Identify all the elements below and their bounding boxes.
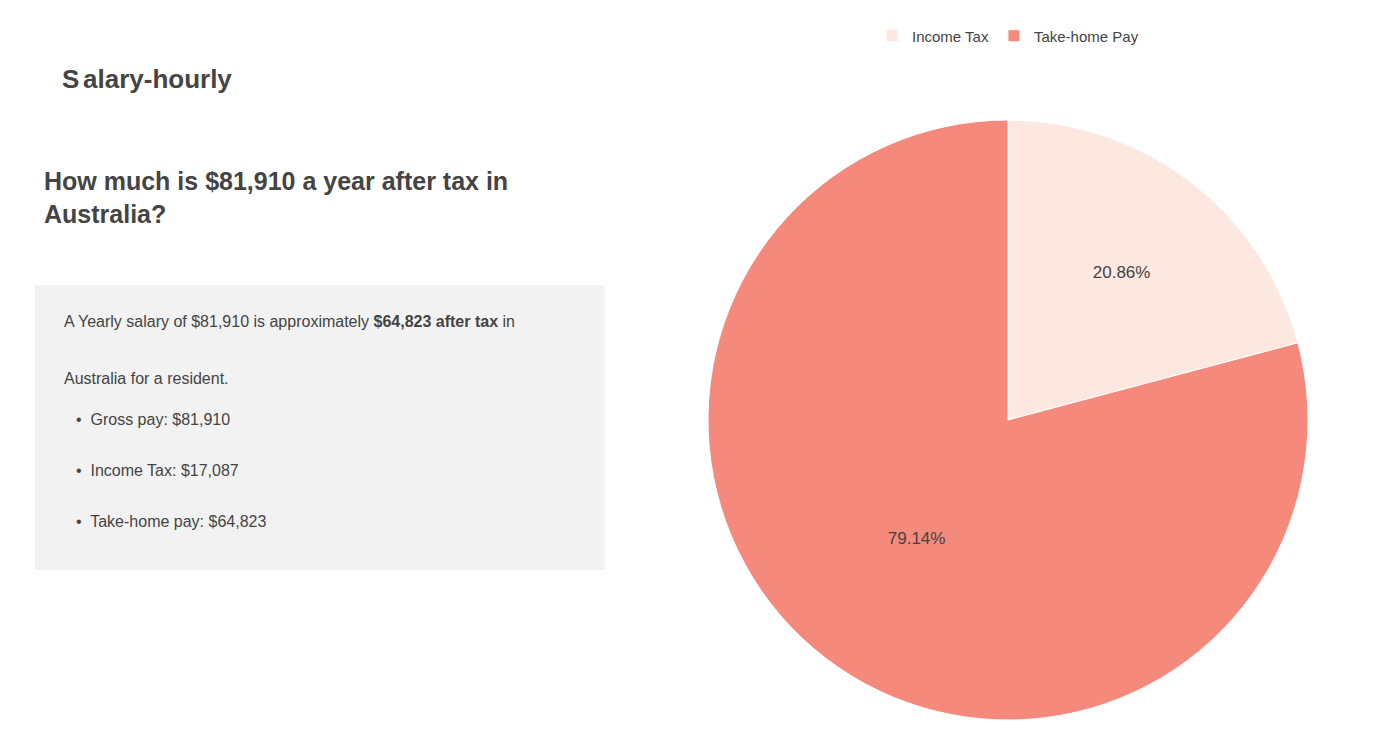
svg-text:• Take-home pay: $64,823: • Take-home pay: $64,823	[76, 513, 266, 530]
svg-text:Australia for a resident.: Australia for a resident.	[64, 370, 229, 387]
svg-text:• Gross pay: $81,910: • Gross pay: $81,910	[76, 411, 230, 428]
svg-text:• Income Tax: $17,087: • Income Tax: $17,087	[76, 462, 239, 479]
svg-text:20.86%: 20.86%	[1093, 263, 1151, 282]
svg-text:Income Tax: Income Tax	[912, 28, 989, 45]
svg-text:S: S	[62, 64, 79, 94]
svg-text:alary-hourly: alary-hourly	[83, 64, 232, 94]
svg-text:How much is $81,910 a year aft: How much is $81,910 a year after tax inA…	[44, 167, 508, 228]
svg-text:Take-home Pay: Take-home Pay	[1034, 28, 1139, 45]
svg-text:79.14%: 79.14%	[888, 529, 946, 548]
svg-text:A Yearly salary of $81,910 is: A Yearly salary of $81,910 is approximat…	[64, 313, 515, 330]
